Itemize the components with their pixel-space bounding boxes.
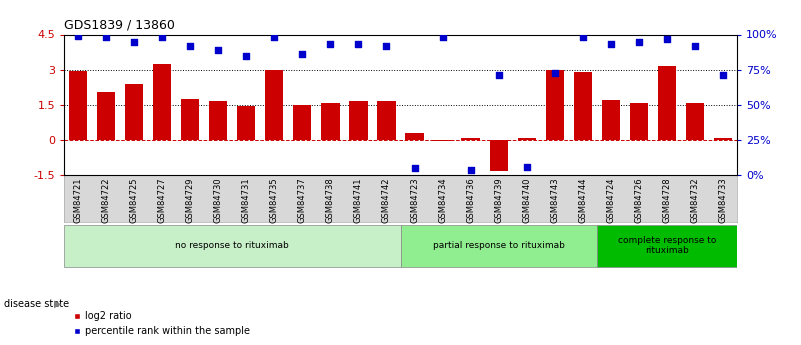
Text: GSM84743: GSM84743 (550, 178, 559, 223)
Text: complete response to
rituximab: complete response to rituximab (618, 236, 716, 255)
Text: GSM84738: GSM84738 (326, 178, 335, 223)
Text: ▶: ▶ (54, 299, 62, 308)
Text: GSM84734: GSM84734 (438, 178, 447, 223)
Point (521, 164, 533, 170)
Bar (658, 66, 676, 140)
Bar (64, 225, 400, 267)
Legend: log2 ratio, percentile rank within the sample: log2 ratio, percentile rank within the s… (69, 307, 255, 340)
Point (409, 166, 421, 171)
Text: GSM84742: GSM84742 (382, 178, 391, 223)
Text: GSM84737: GSM84737 (298, 178, 307, 223)
Text: disease state: disease state (4, 299, 69, 308)
Bar (209, 101, 227, 140)
Bar (293, 105, 312, 140)
Point (380, 43, 392, 49)
Bar (517, 138, 536, 140)
Bar (433, 140, 452, 141)
Point (688, 43, 702, 49)
Bar (489, 140, 508, 170)
Bar (377, 101, 396, 140)
Text: GSM84731: GSM84731 (242, 178, 251, 223)
Point (99, 34, 112, 40)
Text: GSM84744: GSM84744 (578, 178, 587, 223)
Text: GSM84722: GSM84722 (102, 178, 111, 223)
Bar (349, 101, 368, 140)
Bar (97, 92, 115, 140)
Text: GSM84721: GSM84721 (74, 178, 83, 223)
Text: GSM84732: GSM84732 (690, 178, 699, 223)
Text: GSM84726: GSM84726 (634, 178, 643, 223)
Text: GSM84736: GSM84736 (466, 178, 475, 223)
Bar (405, 133, 424, 140)
Bar (153, 64, 171, 140)
Bar (181, 99, 199, 140)
Point (240, 53, 253, 58)
Bar (714, 138, 732, 140)
Bar (545, 70, 564, 140)
Text: GSM84735: GSM84735 (270, 178, 279, 223)
Point (211, 47, 224, 53)
Text: GSM84739: GSM84739 (494, 178, 503, 223)
Text: GSM84741: GSM84741 (354, 178, 363, 223)
Point (576, 34, 589, 40)
Point (716, 72, 729, 78)
Bar (461, 138, 480, 140)
Point (604, 42, 617, 47)
Text: GSM84733: GSM84733 (718, 178, 727, 223)
Point (436, 34, 449, 40)
Text: GSM84728: GSM84728 (662, 178, 671, 223)
Text: GSM84724: GSM84724 (606, 178, 615, 223)
Bar (237, 106, 256, 140)
Bar (125, 84, 143, 140)
Bar (321, 102, 340, 140)
Point (660, 36, 673, 41)
Point (352, 42, 365, 47)
Text: GSM84725: GSM84725 (130, 178, 139, 223)
Point (268, 34, 280, 40)
Bar (597, 225, 737, 267)
Text: GSM84740: GSM84740 (522, 178, 531, 223)
Point (465, 167, 477, 172)
Bar (69, 71, 87, 140)
Point (324, 42, 337, 47)
Bar (400, 225, 597, 267)
Bar (630, 102, 648, 140)
Bar (602, 100, 620, 140)
Text: GSM84729: GSM84729 (186, 178, 195, 223)
Text: partial response to rituximab: partial response to rituximab (433, 241, 565, 250)
Bar (574, 72, 592, 140)
Text: GDS1839 / 13860: GDS1839 / 13860 (64, 19, 175, 32)
Bar (265, 70, 284, 140)
Bar (686, 102, 704, 140)
Text: GSM84727: GSM84727 (158, 178, 167, 223)
Point (633, 39, 646, 44)
Point (155, 34, 168, 40)
Point (184, 43, 197, 49)
Point (72, 33, 85, 39)
Text: GSM84723: GSM84723 (410, 178, 419, 223)
Point (548, 70, 561, 75)
Point (492, 72, 505, 78)
Point (127, 39, 141, 44)
Text: no response to rituximab: no response to rituximab (175, 241, 289, 250)
Text: GSM84730: GSM84730 (214, 178, 223, 223)
Point (296, 51, 309, 57)
